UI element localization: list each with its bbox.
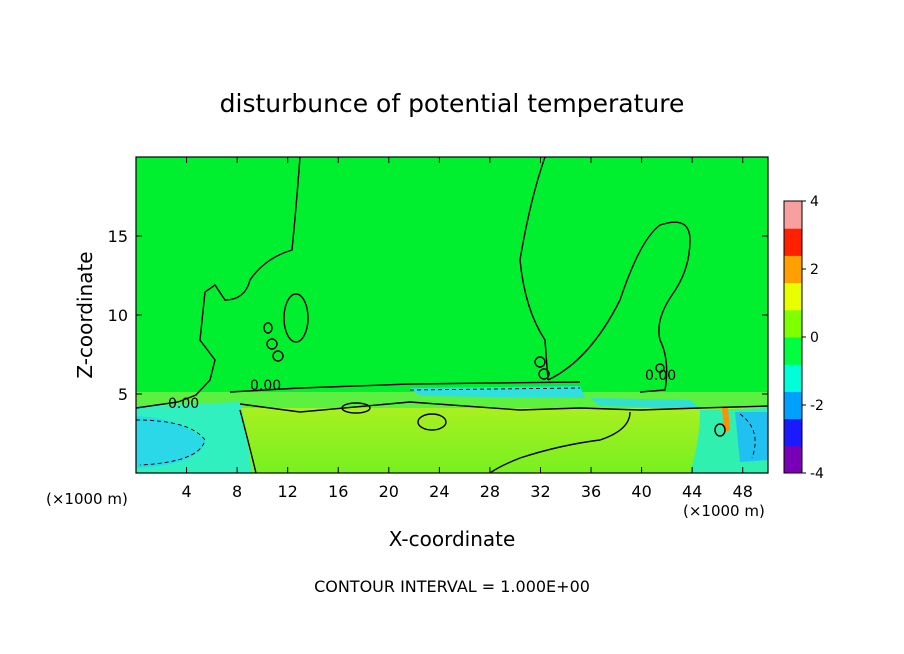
contour-labels: 0.00 0.00 0.00 — [168, 368, 676, 412]
x-tick-label: 36 — [581, 482, 601, 501]
x-axis-label: X-coordinate — [389, 527, 516, 551]
colorbar-segment — [784, 255, 802, 284]
x-tick-label: 28 — [480, 482, 500, 501]
contour-label-3: 0.00 — [645, 368, 676, 384]
colorbar-tick-label: -4 — [810, 466, 824, 482]
x-unit-label-right: (×1000 m) — [683, 502, 765, 520]
y-axis-label: Z-coordinate — [73, 251, 97, 378]
contour-closed-small-5 — [538, 368, 550, 380]
colorbar-tick-label: 4 — [810, 194, 819, 210]
warm-surface-layer — [136, 408, 768, 473]
neg-contour-inversion — [409, 387, 581, 391]
x-tick-label: 40 — [631, 482, 651, 501]
chart-title: disturbunce of potential temperature — [220, 89, 685, 118]
x-tick-label: 44 — [682, 482, 702, 501]
contour-closed-small-7 — [417, 413, 447, 431]
negative-contours — [136, 387, 756, 466]
contour-inversion-top — [229, 381, 581, 393]
plot-area: 0.00 0.00 0.00 — [136, 157, 768, 473]
cold-core-left — [136, 416, 205, 468]
contour-label-2: 0.00 — [250, 378, 281, 394]
x-tick-label: 8 — [232, 482, 242, 501]
contour-surface-right — [489, 411, 631, 473]
colorbar-segment — [784, 391, 802, 420]
colorbar-tick-label: 0 — [810, 330, 819, 346]
cold-core-right — [735, 412, 768, 462]
x-tick-label: 24 — [429, 482, 449, 501]
x-tick-label: 48 — [733, 482, 753, 501]
contour-closed-cell — [283, 293, 309, 343]
y-axis-ticks: 5 10 15 — [108, 227, 768, 404]
contour-interval-note: CONTOUR INTERVAL = 1.000E+00 — [314, 577, 590, 596]
contour-closed-small-1 — [263, 322, 273, 334]
x-axis-ticks: 4 8 12 16 20 24 28 32 36 40 44 48 — [181, 157, 753, 501]
colorbar-segment — [784, 337, 802, 365]
contour-label-1: 0.00 — [168, 396, 199, 412]
colorbar-segment — [784, 228, 802, 256]
y-tick-label: 5 — [118, 385, 128, 404]
x-tick-label: 20 — [379, 482, 399, 501]
x-tick-label: 32 — [530, 482, 550, 501]
x-tick-label: 4 — [181, 482, 191, 501]
colorbar-segment — [784, 364, 802, 392]
contour-left-plume — [136, 157, 301, 409]
contour-central-plume — [519, 157, 549, 381]
x-tick-label: 16 — [328, 482, 348, 501]
y-tick-label: 15 — [108, 227, 128, 246]
colorbar-segment — [784, 201, 802, 229]
colorbar-segment — [784, 309, 802, 338]
colorbar-segment — [784, 282, 802, 311]
contour-closed-small-4 — [534, 356, 546, 368]
contour-closed-small-2 — [266, 338, 278, 350]
contour-lines — [136, 157, 768, 473]
contour-closed-small-9 — [714, 423, 726, 437]
contour-closed-small-8 — [655, 363, 665, 373]
neg-contour-left — [136, 419, 206, 466]
contour-closed-small-3 — [272, 350, 284, 362]
colorbar-segment — [784, 418, 802, 447]
y-tick-label: 10 — [108, 306, 128, 325]
neg-contour-right — [739, 413, 756, 459]
colorbar-tick-label: 2 — [810, 262, 819, 278]
contour-cold-front-left — [239, 409, 257, 473]
contour-closed-small-6 — [341, 402, 371, 414]
cold-inversion-patch-right — [590, 398, 700, 408]
contour-right-plume — [547, 221, 691, 393]
colorbar-tick-label: -2 — [810, 398, 824, 414]
colorbar-segment — [784, 445, 802, 474]
x-tick-label: 12 — [278, 482, 298, 501]
cold-inversion-patch — [410, 386, 585, 398]
x-unit-label-left: (×1000 m) — [46, 490, 128, 508]
colorbar — [783, 200, 803, 474]
contour-inversion-bottom — [239, 401, 768, 413]
colorbar-ticks: 4 2 0 -2 -4 — [802, 194, 824, 482]
